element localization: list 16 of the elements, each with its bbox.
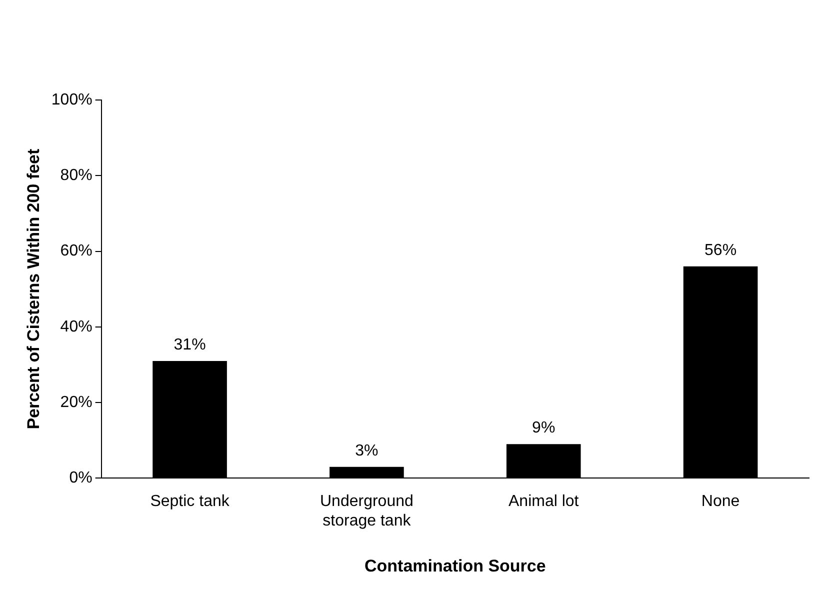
data-label: 9% bbox=[532, 420, 556, 437]
y-tick-label: 100% bbox=[51, 91, 92, 108]
data-label: 31% bbox=[174, 336, 206, 354]
y-tick-label: 80% bbox=[60, 167, 92, 184]
data-label: 3% bbox=[355, 442, 378, 460]
y-axis-title: Percent of Cisterns Within 200 feet bbox=[24, 148, 43, 430]
x-tick-label: Animal lot bbox=[508, 493, 580, 510]
x-tick-label: Underground storage tank bbox=[320, 493, 414, 530]
y-tick-label: 40% bbox=[60, 318, 92, 336]
y-tick-label: 60% bbox=[60, 242, 92, 260]
y-tick-label: 20% bbox=[60, 394, 92, 411]
x-axis-title: Contamination Source bbox=[364, 556, 546, 576]
x-tick-label: None bbox=[701, 493, 740, 510]
data-label: 56% bbox=[704, 242, 737, 259]
y-tick-label: 0% bbox=[69, 470, 92, 487]
x-tick-label: Septic tank bbox=[150, 493, 230, 510]
